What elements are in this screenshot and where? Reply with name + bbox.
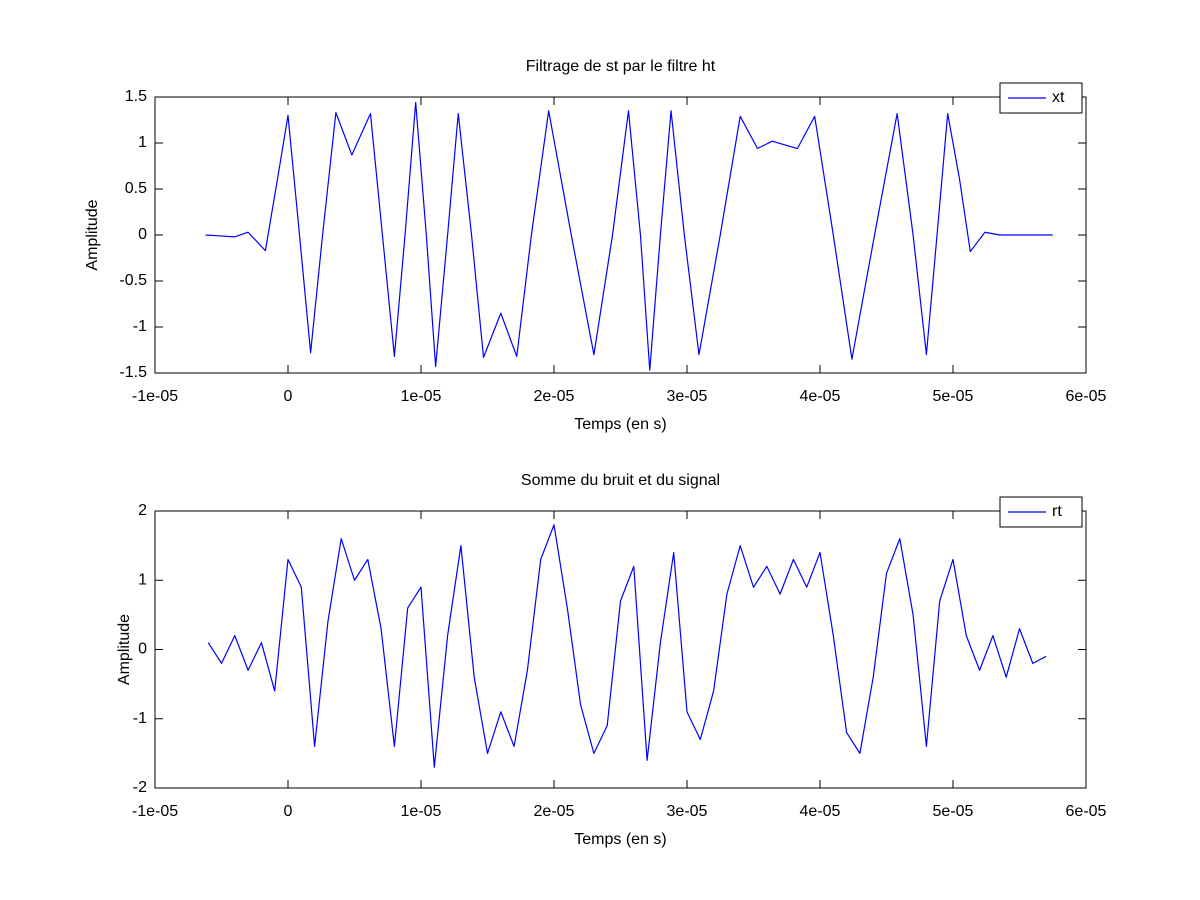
x-tick-label: 4e-05 [800, 388, 841, 405]
x-axis-label: Temps (en s) [574, 831, 666, 848]
x-tick-label: 2e-05 [534, 388, 575, 405]
legend-label: xt [1052, 89, 1065, 106]
y-axis-label: Amplitude [116, 614, 133, 685]
x-tick-label: 5e-05 [933, 803, 974, 820]
y-tick-label: 2 [138, 502, 147, 519]
legend-label: rt [1052, 503, 1062, 520]
x-tick-label: 6e-05 [1066, 388, 1107, 405]
x-tick-label: 6e-05 [1066, 803, 1107, 820]
y-tick-label: 0 [138, 226, 147, 243]
chart-title: Somme du bruit et du signal [521, 472, 720, 489]
data-line [207, 524, 1047, 768]
plot-area [155, 97, 1086, 373]
y-tick-label: -2 [133, 779, 147, 796]
y-axis-label: Amplitude [84, 199, 101, 270]
x-tick-label: 5e-05 [933, 388, 974, 405]
plot-area [155, 511, 1086, 788]
y-tick-label: 1 [138, 134, 147, 151]
x-tick-label: 3e-05 [667, 803, 708, 820]
x-tick-label: 3e-05 [667, 388, 708, 405]
x-tick-label: 0 [284, 803, 293, 820]
y-tick-label: -1 [133, 710, 147, 727]
x-tick-label: 1e-05 [401, 388, 442, 405]
data-line [205, 101, 1053, 371]
y-tick-label: -1 [133, 318, 147, 335]
x-axis-label: Temps (en s) [574, 416, 666, 433]
x-tick-label: -1e-05 [132, 388, 178, 405]
y-tick-label: -1.5 [119, 364, 147, 381]
chart-title: Filtrage de st par le filtre ht [526, 58, 716, 75]
y-tick-label: -0.5 [119, 272, 147, 289]
x-tick-label: 4e-05 [800, 803, 841, 820]
x-tick-label: 1e-05 [401, 803, 442, 820]
y-tick-label: 0.5 [125, 180, 147, 197]
x-tick-label: 0 [284, 388, 293, 405]
y-tick-label: 1.5 [125, 88, 147, 105]
x-tick-label: 2e-05 [534, 803, 575, 820]
y-tick-label: 0 [138, 641, 147, 658]
x-tick-label: -1e-05 [132, 803, 178, 820]
y-tick-label: 1 [138, 571, 147, 588]
